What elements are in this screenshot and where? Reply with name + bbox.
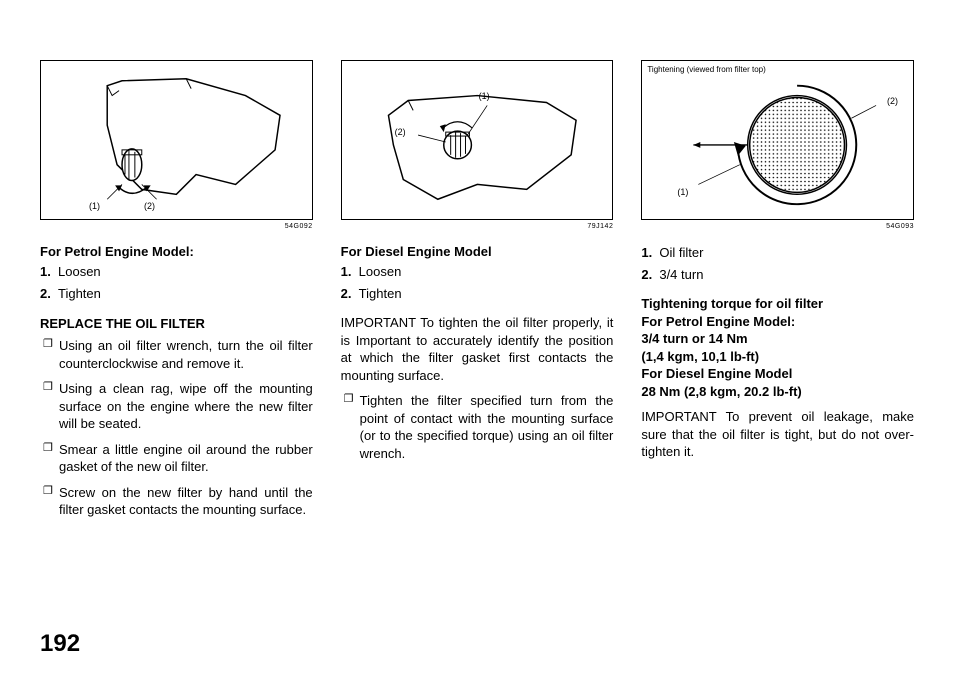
diesel-step2-text: Tighten	[359, 285, 614, 303]
torque-line-6: 28 Nm (2,8 kgm, 20.2 lb-ft)	[641, 383, 914, 401]
legend-item-1: 1. Oil filter	[641, 244, 914, 262]
torque-line-5: For Diesel Engine Model	[641, 365, 914, 383]
legend-item-2: 2. 3/4 turn	[641, 266, 914, 284]
figure2-label-2: (2)	[395, 127, 406, 137]
page-content: (1) (2) 54G092 For Petrol Engine Model: …	[40, 60, 914, 658]
leakage-important-para: IMPORTANT To prevent oil leakage, make s…	[641, 408, 914, 461]
figure1-caption: 54G092	[40, 223, 313, 230]
column-2: (1) (2) 79J142 For Diesel Engine Model 1…	[341, 60, 614, 658]
petrol-step-1: 1. Loosen	[40, 263, 313, 281]
figure-petrol-engine: (1) (2)	[40, 60, 313, 220]
num-1: 1.	[40, 263, 58, 281]
figure3-label-2: (2)	[887, 96, 898, 106]
petrol-step-2: 2. Tighten	[40, 285, 313, 303]
column-3: Tightening (viewed from filter top)	[641, 60, 914, 658]
figure-tightening-top: Tightening (viewed from filter top)	[641, 60, 914, 220]
torque-specification: Tightening torque for oil filter For Pet…	[641, 295, 914, 400]
petrol-step2-text: Tighten	[58, 285, 313, 303]
num-2: 2.	[341, 285, 359, 303]
replace-bullet-4: ❐ Screw on the new filter by hand until …	[40, 484, 313, 519]
figure3-label-1: (1)	[677, 187, 688, 197]
torque-line-1: Tightening torque for oil filter	[641, 295, 914, 313]
bullet-icon: ❐	[43, 484, 59, 519]
legend1-text: Oil filter	[659, 244, 914, 262]
bullet-icon: ❐	[43, 380, 59, 433]
figure3-caption: 54G093	[641, 223, 914, 230]
replace-b1-text: Using an oil filter wrench, turn the oil…	[59, 337, 313, 372]
diesel-bullet-1: ❐ Tighten the filter specified turn from…	[341, 392, 614, 462]
diesel-step1-text: Loosen	[359, 263, 614, 281]
column-container: (1) (2) 54G092 For Petrol Engine Model: …	[40, 60, 914, 658]
diesel-step-1: 1. Loosen	[341, 263, 614, 281]
figure-diesel-engine: (1) (2)	[341, 60, 614, 220]
diesel-heading: For Diesel Engine Model	[341, 244, 614, 259]
bullet-icon: ❐	[43, 441, 59, 476]
bullet-icon: ❐	[43, 337, 59, 372]
torque-line-3: 3/4 turn or 14 Nm	[641, 330, 914, 348]
replace-bullet-1: ❐ Using an oil filter wrench, turn the o…	[40, 337, 313, 372]
replace-b4-text: Screw on the new filter by hand until th…	[59, 484, 313, 519]
column-1: (1) (2) 54G092 For Petrol Engine Model: …	[40, 60, 313, 658]
torque-line-2: For Petrol Engine Model:	[641, 313, 914, 331]
figure1-label-2: (2)	[144, 201, 155, 211]
diesel-important-para: IMPORTANT To tighten the oil filter prop…	[341, 314, 614, 384]
diesel-step-2: 2. Tighten	[341, 285, 614, 303]
figure3-top-text: Tightening (viewed from filter top)	[647, 65, 765, 74]
page-number: 192	[40, 630, 80, 658]
figure2-label-1: (1)	[479, 91, 490, 101]
legend2-text: 3/4 turn	[659, 266, 914, 284]
torque-line-4: (1,4 kgm, 10,1 lb-ft)	[641, 348, 914, 366]
num-1: 1.	[641, 244, 659, 262]
bullet-icon: ❐	[344, 392, 360, 462]
replace-bullet-3: ❐ Smear a little engine oil around the r…	[40, 441, 313, 476]
num-1: 1.	[341, 263, 359, 281]
replace-bullet-2: ❐ Using a clean rag, wipe off the mounti…	[40, 380, 313, 433]
replace-b2-text: Using a clean rag, wipe off the mounting…	[59, 380, 313, 433]
figure2-caption: 79J142	[341, 223, 614, 230]
petrol-heading: For Petrol Engine Model:	[40, 244, 313, 259]
figure1-label-1: (1)	[89, 201, 100, 211]
replace-filter-heading: REPLACE THE OIL FILTER	[40, 316, 313, 331]
num-2: 2.	[40, 285, 58, 303]
diesel-b1-text: Tighten the filter specified turn from t…	[360, 392, 614, 462]
replace-b3-text: Smear a little engine oil around the rub…	[59, 441, 313, 476]
num-2: 2.	[641, 266, 659, 284]
petrol-step1-text: Loosen	[58, 263, 313, 281]
